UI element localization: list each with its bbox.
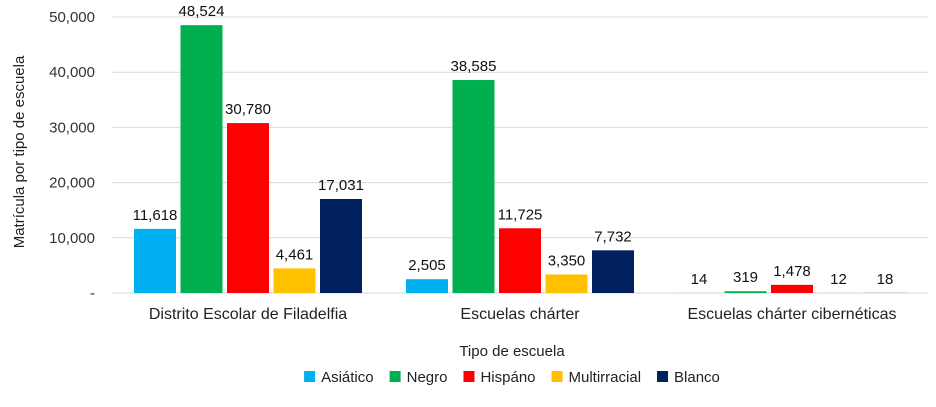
data-label: 4,461 — [276, 246, 314, 263]
data-label: 11,618 — [133, 207, 178, 224]
bar — [545, 274, 588, 293]
y-axis-ticks: - 10,000 20,000 30,000 40,000 50,000 — [49, 9, 95, 302]
legend-swatch — [463, 371, 475, 382]
data-label: 14 — [691, 271, 708, 288]
data-label: 2,505 — [408, 257, 446, 274]
data-label: 17,031 — [318, 177, 364, 194]
legend-swatch — [389, 371, 401, 382]
data-label: 319 — [733, 269, 758, 286]
x-category-label: Escuelas chárter cibernéticas — [688, 306, 897, 323]
data-label: 38,585 — [451, 58, 497, 75]
bar — [592, 250, 634, 293]
y-tick-label: 40,000 — [49, 64, 95, 81]
bar — [227, 123, 269, 294]
data-label: 12 — [830, 271, 847, 288]
bars — [134, 25, 906, 294]
x-axis-categories: Distrito Escolar de Filadelfia Escuelas c… — [149, 306, 897, 323]
legend-swatch — [657, 371, 669, 382]
data-label: 18 — [877, 271, 894, 288]
data-label: 11,725 — [498, 206, 543, 223]
legend: Asiático Negro Hispáno Multirracial Blanco — [304, 369, 720, 386]
data-label: 7,732 — [594, 228, 632, 245]
legend-label: Blanco — [674, 369, 720, 386]
bar — [771, 284, 813, 293]
data-label: 3,350 — [548, 253, 586, 270]
legend-label: Negro — [407, 369, 448, 386]
y-tick-label: 10,000 — [49, 230, 95, 247]
data-label: 30,780 — [225, 101, 271, 118]
y-tick-label: 30,000 — [49, 119, 95, 136]
bar — [499, 228, 541, 293]
legend-label: Multirracial — [569, 369, 642, 386]
x-category-label: Escuelas chárter — [460, 306, 580, 323]
data-label: 1,478 — [773, 263, 811, 280]
y-axis-title: Matrícula por tipo de escuela — [11, 55, 28, 248]
bar — [406, 279, 448, 293]
x-axis-title: Tipo de escuela — [459, 343, 565, 360]
bar — [320, 198, 362, 293]
bar — [724, 291, 767, 293]
legend-label: Hispáno — [480, 369, 535, 386]
bar — [134, 228, 176, 293]
bar — [273, 268, 316, 293]
data-label: 48,524 — [179, 3, 225, 20]
y-tick-label: - — [90, 285, 95, 302]
legend-label: Asiático — [321, 369, 374, 386]
y-tick-label: 50,000 — [49, 9, 95, 26]
bar — [180, 25, 223, 293]
y-tick-label: 20,000 — [49, 175, 95, 192]
legend-swatch — [551, 371, 563, 382]
value-labels: 11,618 48,524 30,780 4,461 17,031 2,505 38,585… — [133, 3, 894, 288]
bar — [452, 80, 495, 293]
legend-swatch — [304, 371, 316, 382]
x-category-label: Distrito Escolar de Filadelfia — [149, 306, 347, 323]
